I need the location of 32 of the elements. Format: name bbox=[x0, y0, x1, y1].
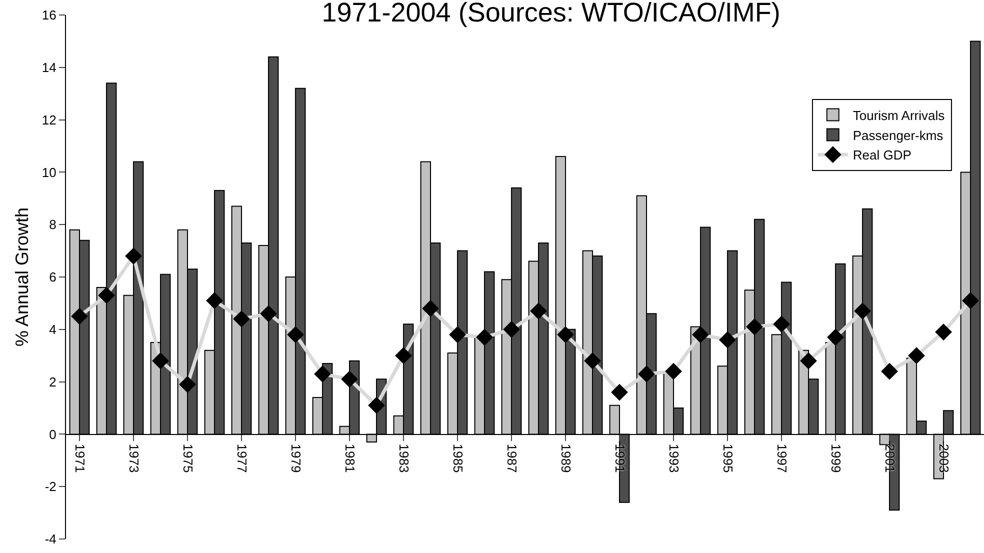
y-tick-label: 8 bbox=[49, 217, 56, 232]
x-tick-label: 1989 bbox=[558, 444, 574, 473]
y-tick-label: 2 bbox=[49, 374, 56, 390]
x-tick-label: 2001 bbox=[882, 444, 898, 473]
y-tick-label: 4 bbox=[49, 322, 56, 337]
y-axis-title: % Annual Growth bbox=[12, 207, 32, 347]
x-tick-label: 1987 bbox=[504, 444, 520, 473]
x-tick-label: 1979 bbox=[288, 444, 304, 473]
legend-label: Passenger-kms bbox=[852, 128, 944, 143]
legend-label: Real GDP bbox=[852, 148, 912, 163]
x-tick-label: 1981 bbox=[342, 444, 358, 473]
x-tick-label: 1973 bbox=[126, 444, 142, 473]
y-tick-label: 0 bbox=[49, 426, 56, 442]
y-tick-label: 14 bbox=[42, 60, 56, 75]
x-tick-label: 1993 bbox=[666, 444, 682, 473]
x-tick-label: 1997 bbox=[774, 444, 790, 473]
x-tick-label: 2003 bbox=[936, 444, 952, 473]
x-tick-label: 1971 bbox=[72, 444, 88, 473]
y-tick-label: 6 bbox=[49, 270, 56, 285]
y-tick-label: 12 bbox=[42, 112, 56, 128]
x-tick-label: 1985 bbox=[450, 444, 466, 473]
y-tick-label: 10 bbox=[42, 164, 56, 180]
legend-label: Tourism Arrivals bbox=[852, 108, 946, 123]
x-tick-label: 1999 bbox=[828, 444, 844, 473]
y-tick-label: -4 bbox=[44, 532, 56, 547]
chart-title: 1971-2004 (Sources: WTO/ICAO/IMF) bbox=[322, 0, 780, 28]
x-tick-label: 1995 bbox=[720, 444, 736, 473]
x-tick-label: 1983 bbox=[396, 444, 412, 473]
y-tick-label: -2 bbox=[44, 479, 56, 494]
x-tick-label: 1975 bbox=[180, 444, 196, 473]
y-tick-label: 16 bbox=[42, 8, 56, 23]
x-tick-label: 1977 bbox=[234, 444, 250, 473]
